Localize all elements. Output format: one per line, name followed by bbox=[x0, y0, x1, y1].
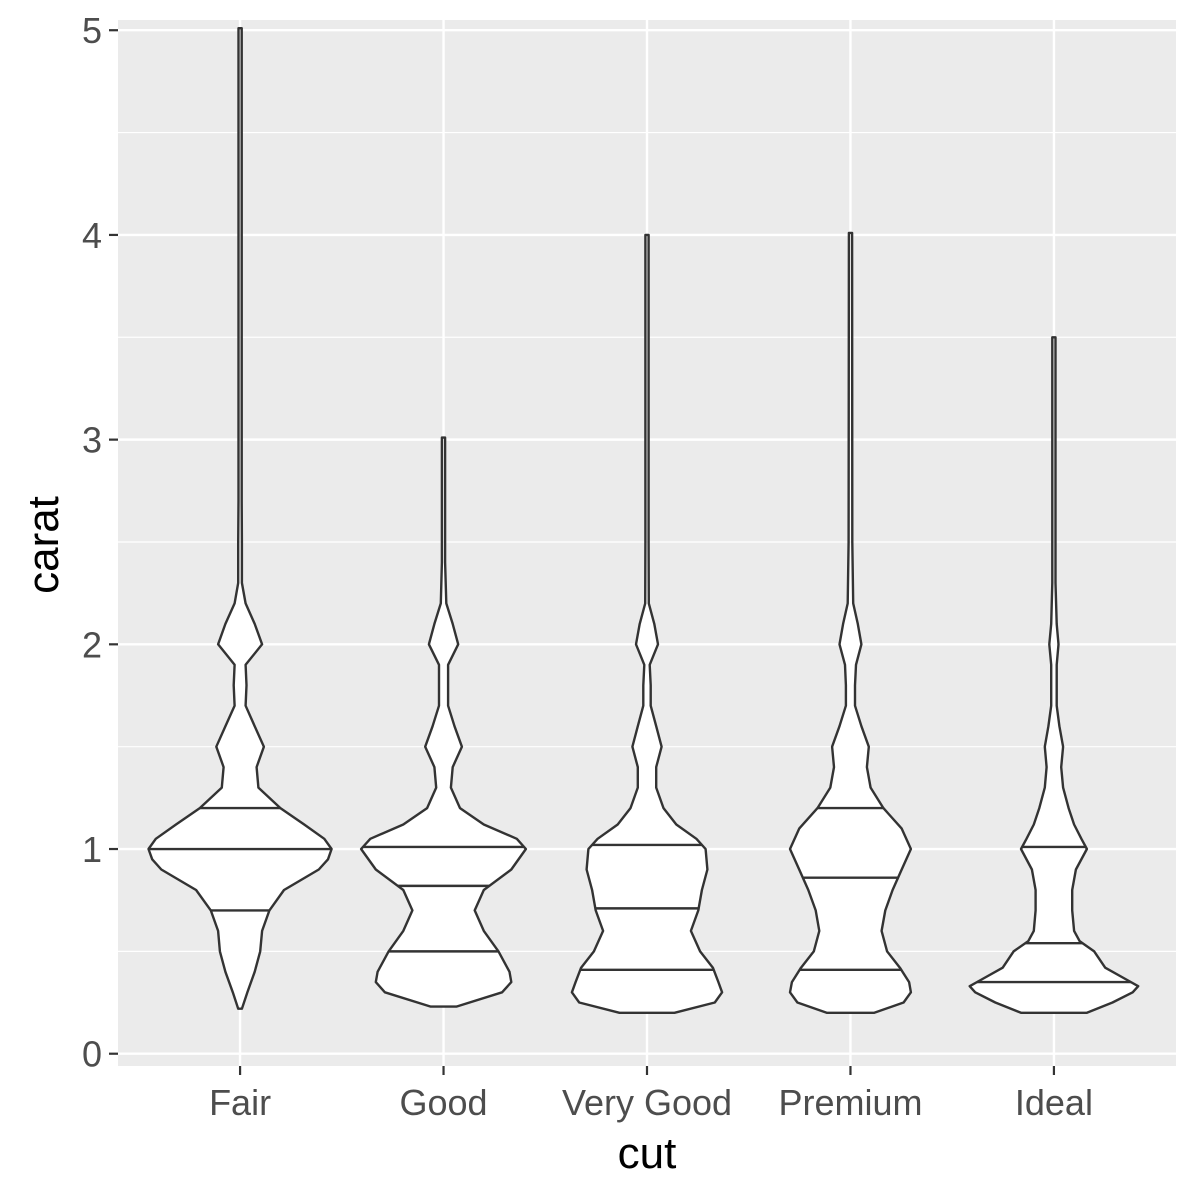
x-axis: Fair Good Very Good Premium Ideal bbox=[209, 1066, 1093, 1123]
x-tick-label: Fair bbox=[209, 1082, 271, 1123]
violin-fair bbox=[147, 27, 333, 1010]
x-tick-label: Good bbox=[399, 1082, 487, 1123]
violin-premium bbox=[788, 231, 913, 1014]
y-tick-label: 2 bbox=[82, 624, 102, 665]
x-tick-label: Ideal bbox=[1015, 1082, 1093, 1123]
y-axis: 0 1 2 3 4 5 bbox=[82, 10, 118, 1075]
x-tick-label: Premium bbox=[778, 1082, 922, 1123]
violin-ideal bbox=[968, 336, 1140, 1014]
x-axis-title: cut bbox=[618, 1129, 677, 1178]
y-tick-label: 4 bbox=[82, 215, 102, 256]
y-tick-label: 5 bbox=[82, 10, 102, 51]
y-tick-label: 1 bbox=[82, 829, 102, 870]
y-tick-label: 3 bbox=[82, 420, 102, 461]
violin-good bbox=[359, 436, 528, 1008]
violin-very-good bbox=[570, 233, 724, 1014]
y-tick-label: 0 bbox=[82, 1034, 102, 1075]
violins bbox=[147, 27, 1140, 1014]
y-axis-title: carat bbox=[19, 496, 68, 594]
x-tick-label: Very Good bbox=[562, 1082, 732, 1123]
